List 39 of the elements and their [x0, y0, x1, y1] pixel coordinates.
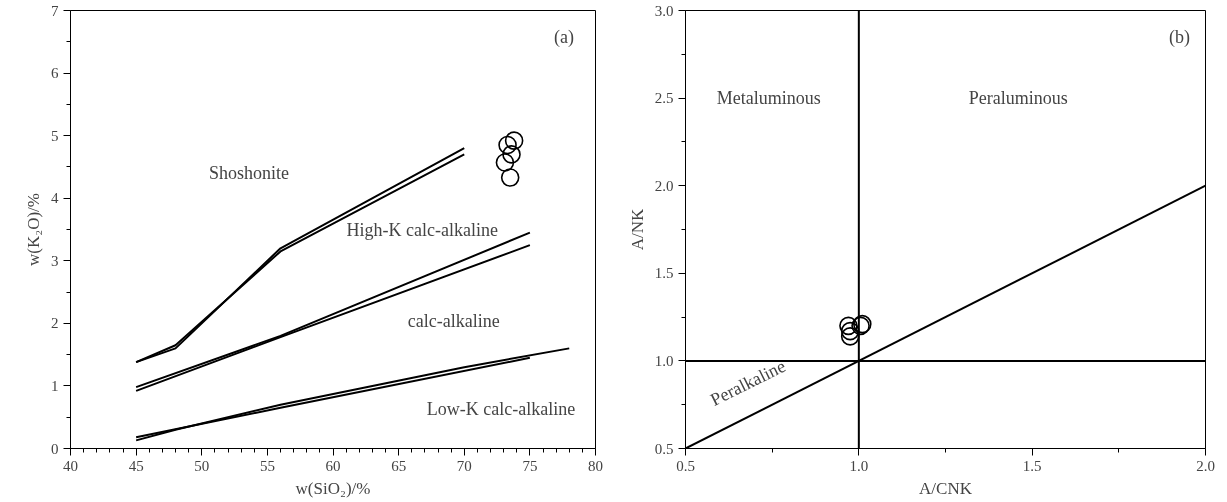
x-tick-label: 2.0	[1196, 457, 1215, 474]
x-tick-label: 0.5	[676, 457, 695, 474]
x-tick-label: 40	[63, 457, 78, 474]
x-tick-label: 70	[456, 457, 472, 474]
x-tick-label: 45	[128, 457, 144, 474]
x-tick-label: 60	[325, 457, 341, 474]
y-tick-label: 3.0	[654, 2, 674, 19]
x-axis-title: A/CNK	[919, 478, 973, 498]
annotation: High-K calc-alkaline	[346, 219, 498, 240]
y-tick-label: 5	[51, 127, 59, 144]
x-tick-label: 80	[588, 457, 603, 474]
x-axis-title: w(SiO₂)/%	[295, 478, 371, 498]
x-tick-label: 65	[391, 457, 407, 474]
y-tick-label: 3	[51, 252, 59, 269]
annotation: Shoshonite	[209, 162, 290, 183]
y-tick-label: 2	[51, 315, 59, 332]
y-axis-title: A/NK	[627, 208, 647, 251]
y-axis-title: w(K₂O)/%	[24, 193, 43, 266]
y-tick-label: 0.5	[654, 440, 674, 457]
annotation: calc-alkaline	[407, 311, 500, 332]
annotation: Peraluminous	[968, 88, 1068, 109]
x-tick-label: 55	[259, 457, 275, 474]
annotation: (b)	[1169, 26, 1191, 48]
x-tick-label: 75	[522, 457, 538, 474]
y-tick-label: 1.5	[654, 265, 674, 282]
y-tick-label: 2.0	[654, 177, 674, 194]
y-tick-label: 1	[51, 377, 59, 394]
annotation: Low-K calc-alkaline	[426, 399, 576, 420]
y-tick-label: 1.0	[654, 352, 674, 369]
x-tick-label: 1.0	[849, 457, 869, 474]
x-tick-label: 50	[194, 457, 210, 474]
y-tick-label: 4	[51, 190, 59, 207]
y-tick-label: 2.5	[654, 90, 674, 107]
y-tick-label: 6	[51, 65, 59, 82]
y-tick-label: 0	[51, 440, 59, 457]
y-tick-label: 7	[51, 2, 59, 19]
annotation: (a)	[554, 26, 574, 48]
annotation: Metaluminous	[716, 88, 821, 109]
x-tick-label: 1.5	[1022, 457, 1042, 474]
